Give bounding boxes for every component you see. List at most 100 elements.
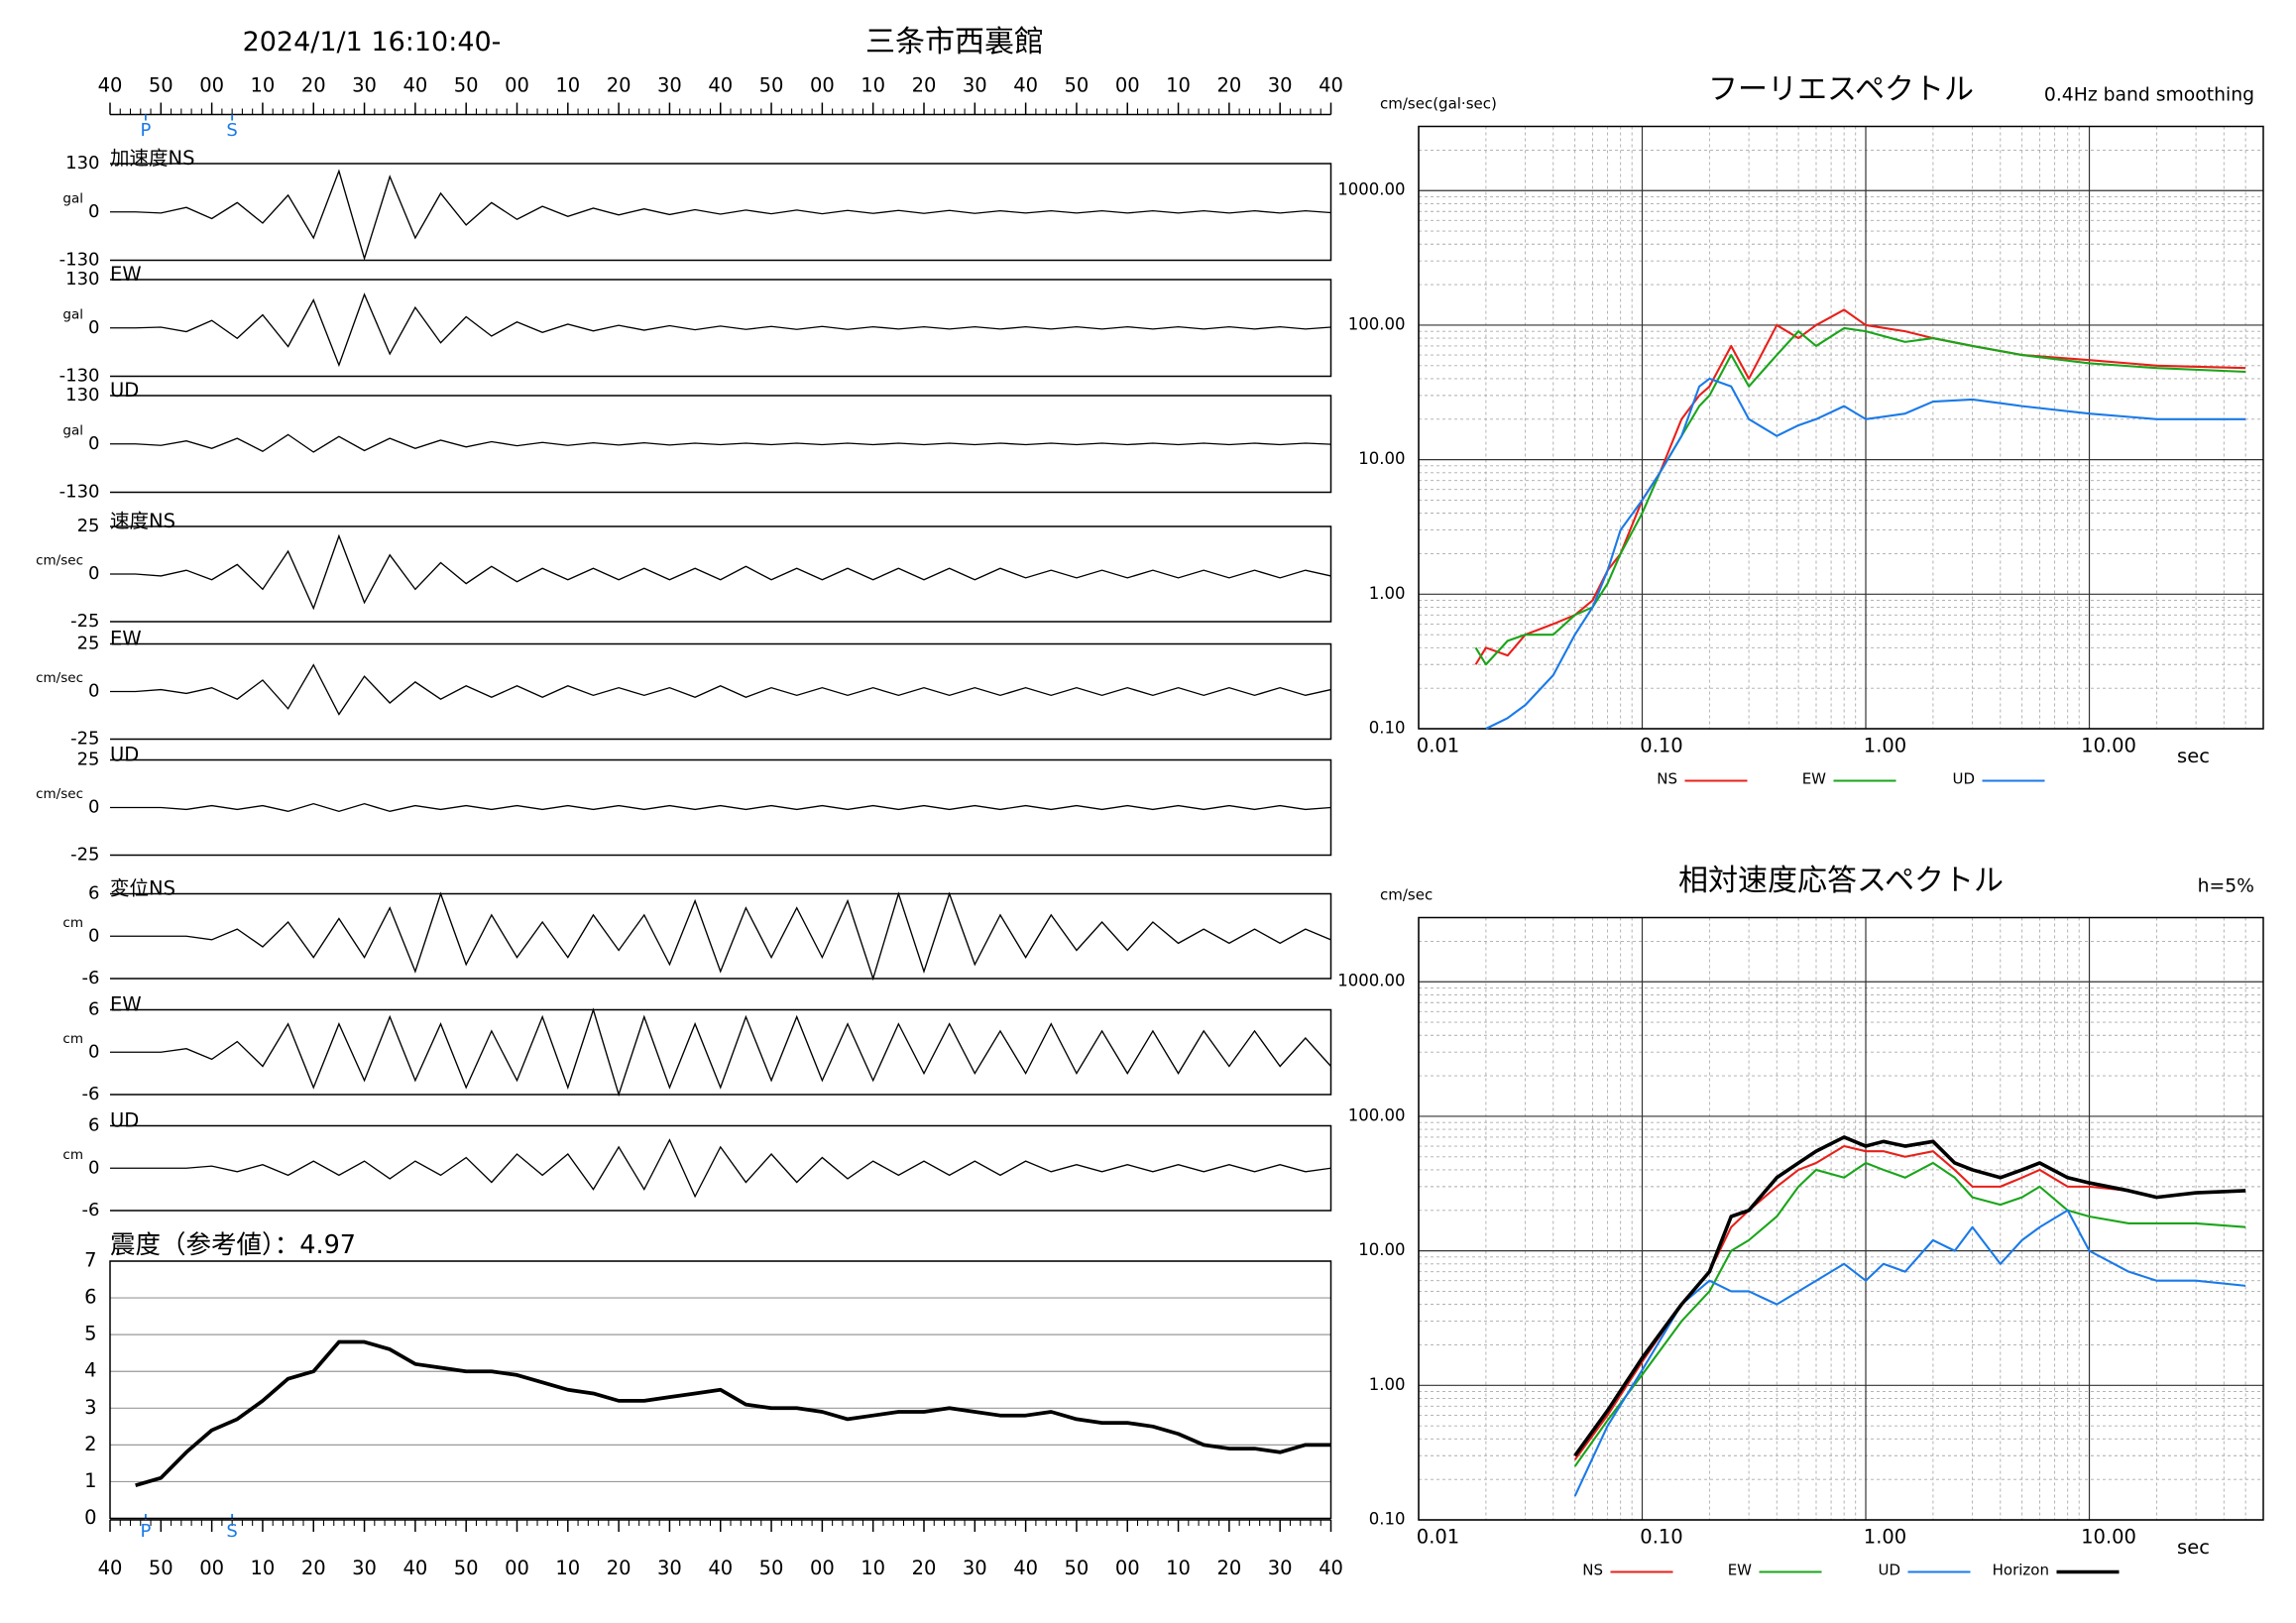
x-tick-label: 10.00 (2081, 1526, 2136, 1549)
x-tick-label: 20 (301, 1557, 326, 1579)
x-tick-label: 30 (657, 1557, 682, 1579)
panel-label: UD (110, 1109, 139, 1132)
phase-label: S (226, 1521, 237, 1542)
unit-label: cm (62, 1031, 83, 1047)
x-tick-label: 20 (607, 74, 631, 97)
panel-label: 変位NS (110, 877, 175, 900)
x-tick-label: 10 (555, 74, 580, 97)
spectrum-line (1573, 1161, 2246, 1467)
intensity-line (135, 1339, 1331, 1487)
phase-label: P (140, 120, 151, 141)
x-tick-label: 50 (454, 74, 479, 97)
y-tick-label: 6 (88, 883, 99, 904)
waveform (110, 433, 1331, 453)
x-tick-label: 1.00 (1864, 735, 1906, 757)
panel-label: EW (110, 628, 142, 650)
x-tick-label: 10 (861, 1557, 885, 1579)
panel-frame (110, 163, 1332, 262)
x-axis-label: sec (2177, 745, 2210, 767)
x-tick-label: 50 (1065, 74, 1090, 97)
x-tick-label: 30 (1268, 74, 1293, 97)
panel-label: EW (110, 993, 142, 1016)
y-tick-label: 10.00 (1358, 449, 1405, 468)
spectrum-subtitle: h=5% (2198, 876, 2254, 897)
x-tick-label: 20 (912, 74, 937, 97)
y-tick-label: 25 (77, 750, 100, 770)
x-tick-label: 10 (251, 74, 276, 97)
x-tick-label: 30 (352, 74, 377, 97)
y-tick-label: 1.00 (1369, 1375, 1406, 1394)
panel-label: UD (110, 379, 139, 402)
x-tick-label: 40 (1013, 74, 1038, 97)
panel-frame (110, 525, 1332, 623)
y-tick-label: 4 (84, 1359, 96, 1382)
x-tick-label: 20 (912, 1557, 937, 1579)
panel-label: UD (110, 744, 139, 766)
x-tick-label: 00 (1115, 1557, 1140, 1579)
x-tick-label: 0.10 (1640, 735, 1682, 757)
waveform (110, 169, 1331, 261)
unit-label: gal (62, 422, 83, 438)
spectrum-line (1485, 377, 2246, 730)
y-tick-label: 1000.00 (1337, 972, 1405, 990)
y-tick-label: -6 (82, 1200, 100, 1220)
legend-label: UD (1878, 1562, 1900, 1579)
y-tick-label: -130 (59, 250, 100, 271)
waveform (110, 1007, 1332, 1098)
panel-label: EW (110, 263, 142, 286)
x-tick-label: 40 (98, 1557, 123, 1579)
legend-label: NS (1582, 1562, 1603, 1579)
y-tick-label: 6 (84, 1286, 96, 1309)
spectrum-line (1474, 326, 2246, 666)
x-tick-label: 40 (98, 74, 123, 97)
x-tick-label: 00 (1115, 74, 1140, 97)
panel-frame (110, 642, 1332, 741)
unit-label: gal (62, 306, 83, 322)
y-tick-label: 0 (88, 317, 99, 338)
x-tick-label: 1.00 (1864, 1526, 1906, 1549)
y-tick-label: -6 (82, 1084, 100, 1104)
legend-label: EW (1728, 1562, 1752, 1579)
spectrum-line (1573, 1209, 2246, 1497)
x-tick-label: 30 (352, 1557, 377, 1579)
y-tick-label: -25 (70, 611, 99, 632)
x-tick-label: 50 (1065, 1557, 1090, 1579)
unit-label: cm (62, 1147, 83, 1163)
x-tick-label: 30 (963, 74, 987, 97)
waveform (110, 292, 1331, 368)
spectrum-subtitle: 0.4Hz band smoothing (2044, 85, 2254, 106)
y-tick-label: 5 (84, 1323, 96, 1345)
phase-label: P (140, 1521, 151, 1542)
x-tick-label: 40 (402, 1557, 427, 1579)
x-tick-label: 50 (149, 1557, 173, 1579)
phase-label: S (226, 120, 237, 141)
y-tick-label: 0 (88, 1157, 99, 1178)
spectrum-line (1573, 1135, 2246, 1457)
x-tick-label: 20 (301, 74, 326, 97)
y-tick-label: 7 (84, 1249, 96, 1272)
unit-label: cm (62, 915, 83, 931)
y-tick-label: -130 (59, 366, 100, 387)
y-tick-label: 0 (88, 1041, 99, 1062)
y-tick-label: 100.00 (1348, 314, 1406, 333)
spectrum-title: 相対速度応答スペクトル (1678, 864, 2004, 898)
y-tick-label: 0 (88, 925, 99, 946)
y-tick-label: 130 (65, 269, 99, 290)
x-tick-label: 10 (861, 74, 885, 97)
x-tick-label: 50 (149, 74, 173, 97)
y-tick-label: 0 (84, 1506, 96, 1529)
waveform (110, 891, 1331, 982)
y-axis-label: cm/sec(gal·sec) (1380, 95, 1497, 113)
y-tick-label: 6 (88, 999, 99, 1020)
unit-label: cm/sec (36, 786, 83, 802)
x-tick-label: 10 (1166, 1557, 1191, 1579)
x-tick-label: 10.00 (2081, 735, 2136, 757)
x-tick-label: 20 (1216, 74, 1241, 97)
intensity-title: 震度（参考値）：4.97 (110, 1230, 356, 1260)
x-tick-label: 00 (810, 74, 835, 97)
x-tick-label: 0.10 (1640, 1526, 1682, 1549)
x-tick-label: 50 (454, 1557, 479, 1579)
waveform (110, 533, 1331, 611)
panel-label: 加速度NS (110, 147, 194, 170)
y-tick-label: 130 (65, 153, 99, 174)
